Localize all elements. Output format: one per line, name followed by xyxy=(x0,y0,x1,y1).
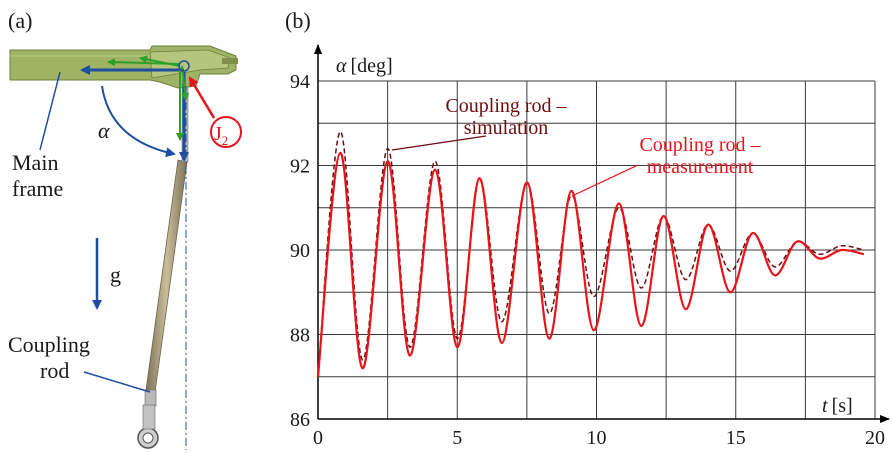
y-tick-label: 90 xyxy=(290,240,310,262)
panel-b: (b) 0 5 10 15 20 86 88 90 92 94 α [deg] t [s] Coupl… xyxy=(285,8,890,449)
main-frame-label-line2: frame xyxy=(12,176,63,201)
chart-series xyxy=(316,130,865,377)
chart-grid xyxy=(318,80,876,419)
joint-label-circle xyxy=(210,116,242,148)
coupling-rod-leader xyxy=(83,371,151,393)
series-line-simulation xyxy=(317,130,865,377)
chart-axes xyxy=(314,44,890,423)
joint-arrow xyxy=(188,76,216,119)
green-axis-arrow-2 xyxy=(139,55,181,67)
x-tick-label: 20 xyxy=(865,427,885,449)
y-tick-label: 86 xyxy=(290,409,310,431)
alpha-symbol: α xyxy=(98,118,110,143)
gravity-label: g xyxy=(110,262,121,287)
main-frame-label-line1: Main xyxy=(12,150,58,175)
main-frame-body xyxy=(9,45,238,89)
green-axis-arrow-4 xyxy=(181,65,190,101)
y-tick-label: 92 xyxy=(290,156,310,178)
annotation-simulation-line2: simulation xyxy=(464,117,548,139)
x-tick-label: 15 xyxy=(726,427,746,449)
main-frame-leader xyxy=(39,71,61,151)
coupling-rod-label-line1: Coupling xyxy=(8,332,90,357)
annotation-simulation-leader xyxy=(391,135,487,151)
series-line-measurement xyxy=(316,151,865,377)
annotation-simulation-line1: Coupling rod – xyxy=(445,95,567,117)
coupling-rod-body xyxy=(137,87,189,449)
x-tick-label: 5 xyxy=(452,427,462,449)
y-axis-label: α [deg] xyxy=(336,55,393,77)
x-axis-label: t [s] xyxy=(822,395,853,417)
coupling-rod-label-line2: rod xyxy=(40,358,69,383)
y-tick-label: 88 xyxy=(290,325,310,347)
alpha-angle-arc xyxy=(101,85,176,158)
annotation-measurement-line1: Coupling rod – xyxy=(639,134,761,156)
panel-a-label: (a) xyxy=(8,8,32,33)
y-tick-label: 94 xyxy=(290,71,310,93)
x-tick-label: 0 xyxy=(313,427,323,449)
annotation-measurement-leader xyxy=(571,164,639,197)
panel-b-label: (b) xyxy=(285,8,311,33)
panel-a: (a) α xyxy=(8,8,242,450)
annotation-measurement-line2: measurement xyxy=(647,156,754,178)
joint-circle xyxy=(178,60,190,72)
chart-tick-labels: 0 5 10 15 20 86 88 90 92 94 xyxy=(290,71,885,449)
x-tick-label: 10 xyxy=(587,427,607,449)
joint-label: J2 xyxy=(214,123,228,148)
